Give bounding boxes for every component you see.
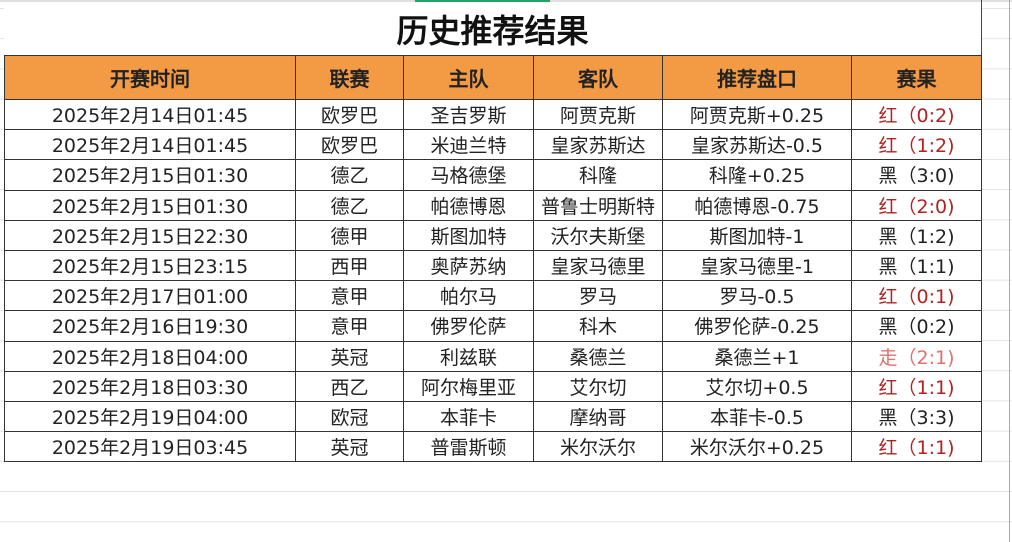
cell-pick[interactable]: 科隆+0.25 bbox=[662, 159, 852, 191]
cell-league[interactable]: 欧冠 bbox=[295, 400, 404, 433]
table-row: 2025年2月15日01:30 德乙 帕德博恩 普鲁士明斯特 帕德博恩-0.75 红（2:… bbox=[4, 189, 982, 221]
cell-time[interactable]: 2025年2月18日04:00 bbox=[4, 340, 296, 372]
results-table: 开赛时间 联赛 主队 客队 推荐盘口 赛果 2025年2月14日01:45 欧罗巴… bbox=[4, 55, 982, 463]
cell-league[interactable]: 意甲 bbox=[295, 280, 404, 312]
cell-result[interactable]: 黑（0:2) bbox=[851, 310, 982, 342]
cell-away[interactable]: 摩纳哥 bbox=[533, 400, 663, 433]
cell-home[interactable]: 帕尔马 bbox=[403, 280, 534, 312]
cell-league[interactable]: 欧罗巴 bbox=[295, 129, 404, 161]
cell-pick[interactable]: 阿贾克斯+0.25 bbox=[662, 98, 852, 131]
cell-away[interactable]: 阿贾克斯 bbox=[533, 98, 663, 131]
cell-time[interactable]: 2025年2月16日19:30 bbox=[4, 310, 296, 342]
cell-result[interactable]: 红（0:1) bbox=[851, 280, 982, 312]
table-row: 2025年2月18日03:30 西乙 阿尔梅里亚 艾尔切 艾尔切+0.5 红（1:1) bbox=[4, 370, 982, 402]
cell-pick[interactable]: 米尔沃尔+0.25 bbox=[662, 431, 852, 463]
cell-result[interactable]: 走（2:1) bbox=[851, 340, 982, 372]
cell-result[interactable]: 黑（3:0) bbox=[851, 159, 982, 191]
cell-result[interactable]: 红（1:1) bbox=[851, 431, 982, 463]
cell-league[interactable]: 英冠 bbox=[295, 340, 404, 372]
cell-away[interactable]: 罗马 bbox=[533, 280, 663, 312]
cell-league[interactable]: 欧罗巴 bbox=[295, 98, 404, 131]
cell-home[interactable]: 马格德堡 bbox=[403, 159, 534, 191]
table-row: 2025年2月14日01:45 欧罗巴 圣吉罗斯 阿贾克斯 阿贾克斯+0.25 红（0:2… bbox=[4, 98, 982, 131]
cell-home[interactable]: 本菲卡 bbox=[403, 400, 534, 433]
cell-result[interactable]: 红（2:0) bbox=[851, 189, 982, 221]
column-selection-indicator bbox=[415, 0, 550, 3]
cell-away[interactable]: 米尔沃尔 bbox=[533, 431, 663, 463]
grid-line bbox=[1009, 0, 1010, 542]
table-row: 2025年2月15日01:30 德乙 马格德堡 科隆 科隆+0.25 黑（3:0) bbox=[4, 159, 982, 191]
cell-time[interactable]: 2025年2月18日03:30 bbox=[4, 370, 296, 402]
sheet-top-edge bbox=[0, 0, 1012, 3]
cell-away[interactable]: 普鲁士明斯特 bbox=[533, 189, 663, 221]
cell-pick[interactable]: 桑德兰+1 bbox=[662, 340, 852, 372]
cell-league[interactable]: 英冠 bbox=[295, 431, 404, 463]
cell-time[interactable]: 2025年2月15日23:15 bbox=[4, 249, 296, 282]
cell-home[interactable]: 帕德博恩 bbox=[403, 189, 534, 221]
cell-pick[interactable]: 斯图加特-1 bbox=[662, 219, 852, 251]
cell-home[interactable]: 奥萨苏纳 bbox=[403, 249, 534, 282]
header-pick[interactable]: 推荐盘口 bbox=[662, 55, 852, 100]
cell-away[interactable]: 科木 bbox=[533, 310, 663, 342]
cell-pick[interactable]: 皇家马德里-1 bbox=[662, 249, 852, 282]
cell-result[interactable]: 黑（1:2) bbox=[851, 219, 982, 251]
cell-away[interactable]: 皇家苏斯达 bbox=[533, 129, 663, 161]
table-row: 2025年2月14日01:45 欧罗巴 米迪兰特 皇家苏斯达 皇家苏斯达-0.5 红（1:… bbox=[4, 129, 982, 161]
cell-result[interactable]: 黑（3:3) bbox=[851, 400, 982, 433]
cell-league[interactable]: 西乙 bbox=[295, 370, 404, 402]
cell-league[interactable]: 德甲 bbox=[295, 219, 404, 251]
cell-away[interactable]: 艾尔切 bbox=[533, 370, 663, 402]
cell-result[interactable]: 红（0:2) bbox=[851, 98, 982, 131]
cell-pick[interactable]: 罗马-0.5 bbox=[662, 280, 852, 312]
cell-time[interactable]: 2025年2月17日01:00 bbox=[4, 280, 296, 312]
cell-league[interactable]: 意甲 bbox=[295, 310, 404, 342]
cell-away[interactable]: 沃尔夫斯堡 bbox=[533, 219, 663, 251]
cell-pick[interactable]: 帕德博恩-0.75 bbox=[662, 189, 852, 221]
cell-home[interactable]: 普雷斯顿 bbox=[403, 431, 534, 463]
cell-away[interactable]: 桑德兰 bbox=[533, 340, 663, 372]
cell-home[interactable]: 斯图加特 bbox=[403, 219, 534, 251]
header-league[interactable]: 联赛 bbox=[295, 55, 404, 100]
table-row: 2025年2月15日22:30 德甲 斯图加特 沃尔夫斯堡 斯图加特-1 黑（1:2) bbox=[4, 219, 982, 251]
cell-league[interactable]: 德乙 bbox=[295, 159, 404, 191]
table-row: 2025年2月16日19:30 意甲 佛罗伦萨 科木 佛罗伦萨-0.25 黑（0:2) bbox=[4, 310, 982, 342]
cell-home[interactable]: 米迪兰特 bbox=[403, 129, 534, 161]
cell-time[interactable]: 2025年2月15日22:30 bbox=[4, 219, 296, 251]
table-row: 2025年2月19日03:45 英冠 普雷斯顿 米尔沃尔 米尔沃尔+0.25 红（1:1) bbox=[4, 431, 982, 463]
cell-result[interactable]: 红（1:1) bbox=[851, 370, 982, 402]
cell-home[interactable]: 佛罗伦萨 bbox=[403, 310, 534, 342]
header-time[interactable]: 开赛时间 bbox=[4, 55, 296, 100]
cell-home[interactable]: 阿尔梅里亚 bbox=[403, 370, 534, 402]
cell-away[interactable]: 皇家马德里 bbox=[533, 249, 663, 282]
table-row: 2025年2月18日04:00 英冠 利兹联 桑德兰 桑德兰+1 走（2:1) bbox=[4, 340, 982, 372]
cell-time[interactable]: 2025年2月15日01:30 bbox=[4, 159, 296, 191]
cell-pick[interactable]: 本菲卡-0.5 bbox=[662, 400, 852, 433]
cell-result[interactable]: 黑（1:1) bbox=[851, 249, 982, 282]
cell-time[interactable]: 2025年2月14日01:45 bbox=[4, 129, 296, 161]
cell-league[interactable]: 西甲 bbox=[295, 249, 404, 282]
cell-pick[interactable]: 佛罗伦萨-0.25 bbox=[662, 310, 852, 342]
sheet-title[interactable]: 历史推荐结果 bbox=[4, 2, 981, 55]
cell-time[interactable]: 2025年2月19日04:00 bbox=[4, 400, 296, 433]
cell-league[interactable]: 德乙 bbox=[295, 189, 404, 221]
grid-line bbox=[981, 0, 982, 55]
cell-time[interactable]: 2025年2月15日01:30 bbox=[4, 189, 296, 221]
cell-time[interactable]: 2025年2月19日03:45 bbox=[4, 431, 296, 463]
cell-away[interactable]: 科隆 bbox=[533, 159, 663, 191]
cell-pick[interactable]: 皇家苏斯达-0.5 bbox=[662, 129, 852, 161]
header-away[interactable]: 客队 bbox=[533, 55, 663, 100]
cell-home[interactable]: 圣吉罗斯 bbox=[403, 98, 534, 131]
cell-pick[interactable]: 艾尔切+0.5 bbox=[662, 370, 852, 402]
header-home[interactable]: 主队 bbox=[403, 55, 534, 100]
table-row: 2025年2月19日04:00 欧冠 本菲卡 摩纳哥 本菲卡-0.5 黑（3:3) bbox=[4, 400, 982, 433]
table-row: 2025年2月15日23:15 西甲 奥萨苏纳 皇家马德里 皇家马德里-1 黑（1:1) bbox=[4, 249, 982, 282]
cell-result[interactable]: 红（1:2) bbox=[851, 129, 982, 161]
header-row: 开赛时间 联赛 主队 客队 推荐盘口 赛果 bbox=[4, 55, 982, 100]
cell-time[interactable]: 2025年2月14日01:45 bbox=[4, 98, 296, 131]
table-row: 2025年2月17日01:00 意甲 帕尔马 罗马 罗马-0.5 红（0:1) bbox=[4, 280, 982, 312]
cell-home[interactable]: 利兹联 bbox=[403, 340, 534, 372]
header-result[interactable]: 赛果 bbox=[851, 55, 982, 100]
